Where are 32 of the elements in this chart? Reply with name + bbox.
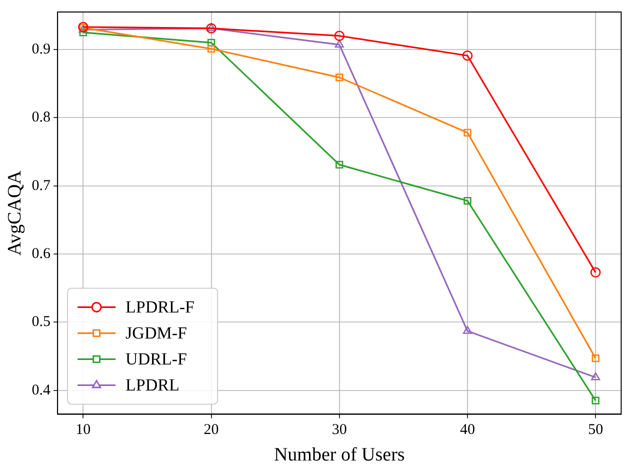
point	[592, 396, 600, 404]
point	[592, 354, 600, 362]
point	[334, 30, 345, 42]
legend-label: JGDM-F	[126, 324, 187, 343]
legend-label: LPDRL	[126, 376, 180, 395]
y-tick-label: 0.8	[32, 110, 51, 126]
y-tick-label: 0.7	[32, 178, 52, 194]
x-tick-label: 50	[588, 422, 604, 438]
point	[464, 197, 472, 205]
x-axis-title: Number of Users	[274, 444, 405, 466]
x-tick-label: 30	[332, 422, 347, 438]
point	[591, 372, 600, 380]
point	[464, 128, 472, 136]
y-tick-label: 0.9	[32, 41, 51, 58]
point	[207, 44, 216, 53]
y-axis-title: AvgCAQA	[4, 170, 26, 256]
point	[462, 50, 473, 61]
y-tick-label: 0.4	[32, 382, 52, 398]
x-tick-label: 20	[204, 422, 219, 438]
x-tick-label: 10	[76, 422, 91, 438]
y-tick-label: 0.6	[32, 246, 52, 262]
point	[336, 74, 344, 82]
x-tick-label: 40	[460, 422, 475, 438]
y-tick-label: 0.5	[32, 314, 51, 330]
point	[206, 23, 216, 34]
legend-label: UDRL-F	[126, 350, 187, 369]
point	[334, 40, 344, 48]
point	[462, 326, 472, 334]
point	[590, 267, 601, 278]
point	[79, 28, 88, 36]
legend-label: LPDRL-F	[126, 298, 195, 317]
point	[336, 160, 344, 169]
